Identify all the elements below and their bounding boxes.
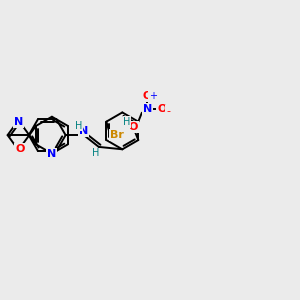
- Text: N: N: [14, 117, 23, 127]
- Text: O: O: [128, 122, 138, 132]
- Text: N: N: [79, 126, 88, 136]
- Text: -: -: [166, 106, 170, 116]
- Text: Br: Br: [110, 130, 124, 140]
- Text: H: H: [92, 148, 100, 158]
- Text: O: O: [158, 104, 167, 114]
- Text: N: N: [47, 148, 56, 159]
- Text: O: O: [15, 144, 25, 154]
- Text: N: N: [142, 104, 152, 114]
- Text: H: H: [75, 121, 82, 130]
- Text: +: +: [149, 92, 157, 101]
- Text: H: H: [123, 117, 131, 127]
- Text: O: O: [142, 92, 152, 101]
